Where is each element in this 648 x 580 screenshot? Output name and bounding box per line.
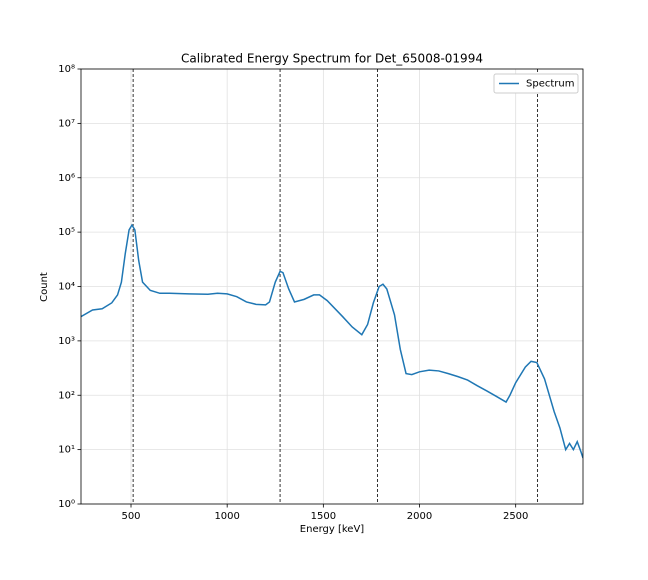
- spectrum-line: [81, 223, 583, 459]
- chart-title: Calibrated Energy Spectrum for Det_65008…: [181, 52, 483, 66]
- y-axis-label: Count: [39, 272, 50, 302]
- y-tick-label: 10¹: [58, 445, 75, 456]
- legend-label: Spectrum: [526, 79, 574, 90]
- x-tick-label: 2500: [503, 511, 528, 522]
- y-tick-label: 10⁰: [58, 499, 75, 510]
- y-tick-label: 10⁶: [58, 173, 75, 184]
- x-tick-label: 1000: [214, 511, 239, 522]
- y-tick-label: 10³: [58, 336, 75, 347]
- y-tick-label: 10⁴: [58, 282, 75, 293]
- y-tick-label: 10²: [58, 390, 75, 401]
- y-tick-label: 10⁷: [58, 118, 75, 129]
- x-axis-label: Energy [keV]: [300, 524, 365, 535]
- x-tick-label: 500: [121, 511, 140, 522]
- y-tick-label: 10⁵: [58, 227, 75, 238]
- plot-frame: [80, 68, 584, 505]
- x-tick-label: 2000: [407, 511, 432, 522]
- y-tick-label: 10⁸: [58, 64, 75, 75]
- legend-box: [493, 73, 579, 94]
- x-tick-label: 1500: [311, 511, 336, 522]
